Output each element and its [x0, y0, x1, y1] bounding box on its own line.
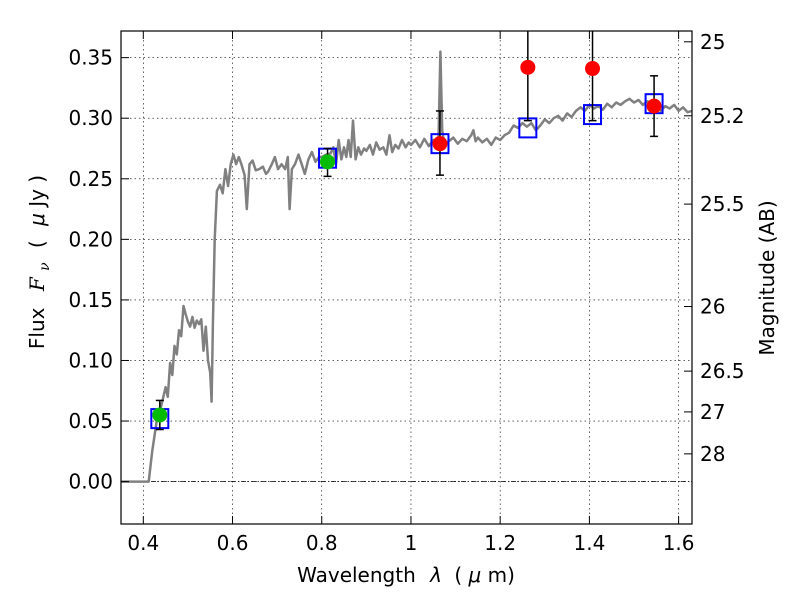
y-axis-unit-open: (	[25, 240, 49, 248]
observed-flux-point	[520, 59, 536, 75]
observed-flux-point	[320, 154, 336, 170]
y-tick-label: 0.05	[68, 409, 113, 433]
x-tick-label: 1.4	[573, 531, 605, 555]
y-axis-symbol-subscript: ν	[37, 262, 53, 271]
x-axis-title: Wavelength λ ( μ m)	[297, 563, 515, 587]
magnitude-axis-title: Magnitude (AB)	[755, 200, 779, 355]
observed-flux-point	[432, 136, 448, 152]
y-tick-label: 0.25	[68, 167, 113, 191]
x-axis-symbol: λ	[429, 563, 442, 587]
x-tick-label: 0.4	[127, 531, 159, 555]
magnitude-tick-label: 27	[700, 400, 725, 424]
x-axis-unit-rest: m)	[488, 563, 515, 587]
y-tick-label: 0.20	[68, 227, 113, 251]
grid	[121, 31, 692, 524]
x-tick-label: 0.6	[217, 531, 249, 555]
y-axis-symbol: F	[25, 276, 49, 292]
y-tick-label: 0.35	[68, 46, 113, 70]
y-tick-label: 0.00	[68, 470, 113, 494]
x-tick-label: 1.2	[484, 531, 516, 555]
magnitude-tick-label: 26.5	[700, 359, 745, 383]
observed-flux-point	[152, 407, 168, 423]
x-tick-label: 1.6	[663, 531, 695, 555]
magnitude-tick-label: 28	[700, 442, 725, 466]
plot-frame	[120, 30, 693, 525]
axis-ticks: 0.4 0.6 0.8 1 1.2 1.4 1.6 0.00 0.05 0.10 0.15 0.20 0…	[68, 30, 744, 555]
y-axis-label: Flux	[25, 307, 49, 349]
x-axis-unit-open: (	[454, 563, 462, 587]
observed-flux-point	[646, 98, 662, 114]
y-tick-label: 0.15	[68, 288, 113, 312]
y-tick-label: 0.10	[68, 348, 113, 372]
y-axis-unit-rest: Jy )	[25, 175, 49, 209]
magnitude-tick-label: 25.2	[700, 104, 745, 128]
y-axis-title: Flux F ν ( μ Jy )	[25, 175, 54, 349]
x-tick-label: 1	[405, 531, 418, 555]
x-axis-unit-mu: μ	[468, 563, 482, 587]
y-tick-label: 0.30	[68, 106, 113, 130]
model-spectrum-line	[121, 50, 693, 483]
magnitude-tick-label: 25.5	[700, 192, 745, 216]
y-axis-unit-mu: μ	[25, 213, 49, 227]
magnitude-tick-label: 25	[700, 30, 725, 54]
plot-area	[121, 31, 693, 483]
x-tick-label: 0.8	[306, 531, 338, 555]
observed-flux-point	[585, 61, 601, 77]
magnitude-tick-label: 26	[700, 295, 725, 319]
x-axis-label: Wavelength	[297, 563, 416, 587]
